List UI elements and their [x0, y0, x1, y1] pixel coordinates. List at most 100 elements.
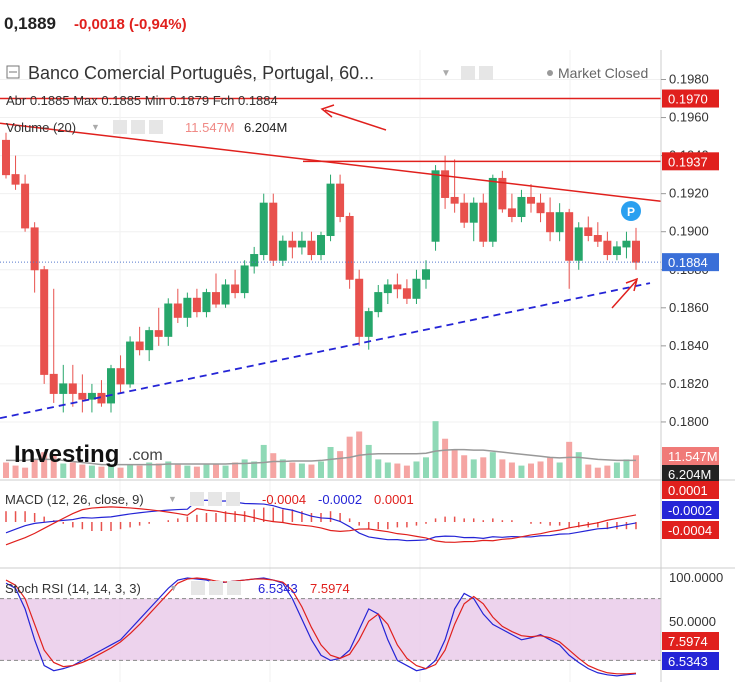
symbol-title: Banco Comercial Português, Portugal, 60.…	[28, 63, 374, 83]
macd-label-bg	[662, 481, 719, 499]
stoch-label: 7.5974	[668, 634, 708, 649]
candle-body	[393, 284, 402, 290]
gear-icon[interactable]	[209, 581, 223, 595]
collapse-icon[interactable]	[6, 65, 20, 79]
y-tick-label: 0.1980	[669, 72, 709, 87]
chevron-down-icon[interactable]: ▼	[441, 68, 451, 79]
stoch-k-line	[5, 577, 637, 677]
volume-bar	[31, 459, 38, 478]
candle-body	[307, 240, 316, 256]
candle-body	[603, 240, 612, 256]
candle-body	[49, 373, 58, 394]
volume-ma-label: 6.204M	[668, 467, 711, 482]
candle-body	[269, 202, 278, 261]
stoch-legend[interactable]: Stoch RSI (14, 14, 3, 3) ▼ 6.5343 7.5974	[5, 581, 350, 596]
volume-bar	[69, 462, 76, 478]
volume-bar	[213, 463, 219, 478]
y-tick-label: 0.1840	[669, 338, 709, 353]
volume-bar	[470, 459, 477, 478]
candle-body	[11, 174, 20, 185]
candle-body	[87, 392, 96, 400]
volume-bar	[575, 452, 582, 478]
stoch-value-2: 7.5974	[310, 581, 350, 596]
volume-bar	[489, 452, 496, 478]
close-icon[interactable]	[227, 581, 241, 595]
gear-icon[interactable]	[131, 120, 145, 134]
volume-ma-label-bg	[662, 465, 719, 483]
quote-header: 0,1889 -0,0018 (-0,94%)	[0, 0, 735, 50]
eye-icon[interactable]	[113, 120, 127, 134]
volume-bar	[279, 459, 286, 478]
last-price-label: 0.1884	[668, 255, 708, 270]
macd-legend[interactable]: MACD (12, 26, close, 9) ▼ -0.0004 -0.000…	[5, 492, 414, 507]
candle-body	[326, 183, 335, 237]
candle-body	[173, 303, 182, 318]
candle-body	[584, 227, 593, 237]
candle-body	[450, 196, 459, 204]
watermark-brand: Investing	[14, 441, 119, 468]
volume-bar	[556, 462, 563, 478]
volume-bar	[41, 452, 48, 478]
stoch-label: 6.5343	[668, 654, 708, 669]
volume-bar	[594, 467, 601, 478]
stoch-rsi-panel	[0, 577, 661, 677]
volume-bar	[451, 449, 458, 478]
candle-body	[317, 235, 325, 256]
p-letter-icon: P	[627, 205, 635, 219]
annotation-arrow	[324, 109, 387, 131]
position-marker-icon[interactable]	[621, 201, 641, 221]
volume-bar	[461, 455, 468, 478]
volume-bar	[432, 421, 439, 478]
position-marker[interactable]: P	[621, 201, 641, 221]
volume-bar	[337, 451, 344, 478]
macd-label: 0.0001	[668, 483, 708, 498]
chevron-down-icon[interactable]: ▼	[168, 494, 177, 504]
candle-body	[422, 269, 430, 280]
volume-bar	[547, 457, 554, 478]
price-axis[interactable]: 0.19800.19600.19400.19200.19000.18800.18…	[661, 72, 723, 670]
eye-icon[interactable]	[191, 581, 205, 595]
volume-bar	[146, 462, 153, 478]
symbol-legend[interactable]: Banco Comercial Português, Portugal, 60.…	[6, 63, 648, 135]
candle-body	[278, 240, 287, 261]
close-icon[interactable]	[226, 492, 240, 506]
chevron-down-icon[interactable]: ▼	[169, 583, 178, 593]
volume-bar	[174, 464, 181, 478]
volume-bar	[633, 455, 639, 478]
eye-icon[interactable]	[190, 492, 204, 506]
gear-icon[interactable]	[208, 492, 222, 506]
volume-legend-title: Volume (20)	[6, 120, 76, 135]
volume-bar	[3, 462, 9, 478]
candlesticks	[2, 132, 640, 413]
candle-body	[250, 254, 259, 267]
volume-bar	[518, 465, 525, 478]
last-price: 0,1889	[4, 14, 56, 33]
volume-bar	[403, 465, 410, 478]
candle-body	[565, 212, 574, 261]
stock-chart[interactable]: Investing .com 0.19800.19600.19400.19200…	[0, 50, 735, 682]
volume-bar	[79, 464, 86, 478]
volume-ma-line	[6, 448, 636, 466]
ohlc-values: Abr 0.1885 Max 0.1885 Min 0.1879 Fch 0.1…	[6, 93, 278, 108]
eye-icon[interactable]	[461, 66, 475, 80]
volume-bar	[155, 463, 162, 478]
volume-bar	[613, 462, 620, 478]
candle-body	[40, 269, 49, 375]
candle-body	[231, 284, 240, 294]
volume-label-bg	[662, 447, 719, 465]
volume-bar	[394, 463, 401, 478]
close-icon[interactable]	[149, 120, 163, 134]
volume-bar	[384, 462, 391, 478]
candle-body	[336, 183, 345, 217]
macd-label-bg	[662, 501, 719, 519]
candle-body	[107, 368, 115, 404]
candle-body	[59, 383, 68, 394]
volume-value-1: 11.547M	[185, 120, 235, 135]
candle-body	[488, 177, 497, 242]
gear-icon[interactable]	[479, 66, 493, 80]
y-tick-label: 0.1800	[669, 414, 709, 429]
candle-body	[221, 284, 230, 305]
volume-bar	[108, 465, 114, 478]
chevron-down-icon[interactable]: ▼	[91, 122, 100, 132]
stoch-label-bg	[662, 632, 719, 650]
